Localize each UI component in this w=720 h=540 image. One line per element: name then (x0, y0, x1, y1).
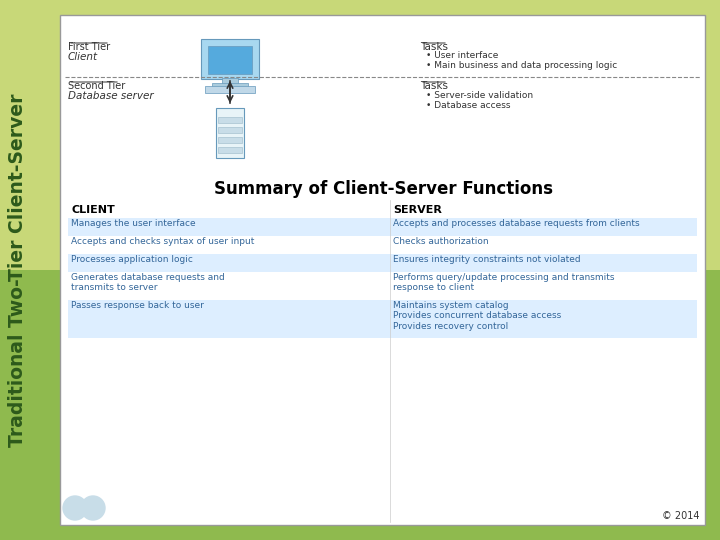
FancyBboxPatch shape (222, 78, 238, 84)
FancyBboxPatch shape (218, 147, 242, 153)
Text: Database server: Database server (68, 91, 153, 101)
FancyBboxPatch shape (218, 137, 242, 143)
Text: Generates database requests and
transmits to server: Generates database requests and transmit… (71, 273, 225, 292)
Text: Second Tier: Second Tier (68, 81, 125, 91)
Circle shape (81, 496, 105, 520)
Text: Accepts and processes database requests from clients: Accepts and processes database requests … (393, 219, 639, 228)
Text: • Database access: • Database access (426, 101, 510, 110)
Text: First Tier: First Tier (68, 42, 110, 52)
Text: Maintains system catalog
Provides concurrent database access
Provides recovery c: Maintains system catalog Provides concur… (393, 301, 562, 331)
Text: © 2014: © 2014 (662, 511, 700, 521)
Text: CLIENT: CLIENT (71, 205, 114, 215)
Text: Tasks: Tasks (420, 81, 448, 91)
FancyBboxPatch shape (201, 39, 259, 79)
Text: Passes response back to user: Passes response back to user (71, 301, 204, 310)
FancyBboxPatch shape (68, 300, 697, 338)
Text: Ensures integrity constraints not violated: Ensures integrity constraints not violat… (393, 255, 580, 264)
Text: • Server-side validation: • Server-side validation (426, 91, 533, 100)
Text: Traditional Two-Tier Client-Server: Traditional Two-Tier Client-Server (9, 93, 27, 447)
Text: SERVER: SERVER (393, 205, 442, 215)
FancyBboxPatch shape (0, 0, 720, 270)
Text: Summary of Client-Server Functions: Summary of Client-Server Functions (214, 180, 552, 198)
FancyBboxPatch shape (205, 86, 255, 93)
Text: Client: Client (68, 52, 98, 62)
FancyBboxPatch shape (68, 218, 697, 236)
FancyBboxPatch shape (68, 236, 697, 254)
FancyBboxPatch shape (218, 127, 242, 133)
FancyBboxPatch shape (212, 83, 248, 87)
Text: Performs query/update processing and transmits
response to client: Performs query/update processing and tra… (393, 273, 614, 292)
Circle shape (63, 496, 87, 520)
Text: Manages the user interface: Manages the user interface (71, 219, 196, 228)
FancyBboxPatch shape (216, 108, 244, 158)
Text: Accepts and checks syntax of user input: Accepts and checks syntax of user input (71, 237, 254, 246)
Text: Processes application logic: Processes application logic (71, 255, 193, 264)
FancyBboxPatch shape (68, 272, 697, 300)
FancyBboxPatch shape (218, 117, 242, 123)
Text: Tasks: Tasks (420, 42, 448, 52)
FancyBboxPatch shape (60, 15, 705, 525)
FancyBboxPatch shape (208, 46, 252, 74)
Text: • Main business and data processing logic: • Main business and data processing logi… (426, 61, 617, 70)
Text: Checks authorization: Checks authorization (393, 237, 489, 246)
Text: • User interface: • User interface (426, 51, 498, 60)
FancyBboxPatch shape (68, 254, 697, 272)
FancyBboxPatch shape (0, 270, 720, 540)
